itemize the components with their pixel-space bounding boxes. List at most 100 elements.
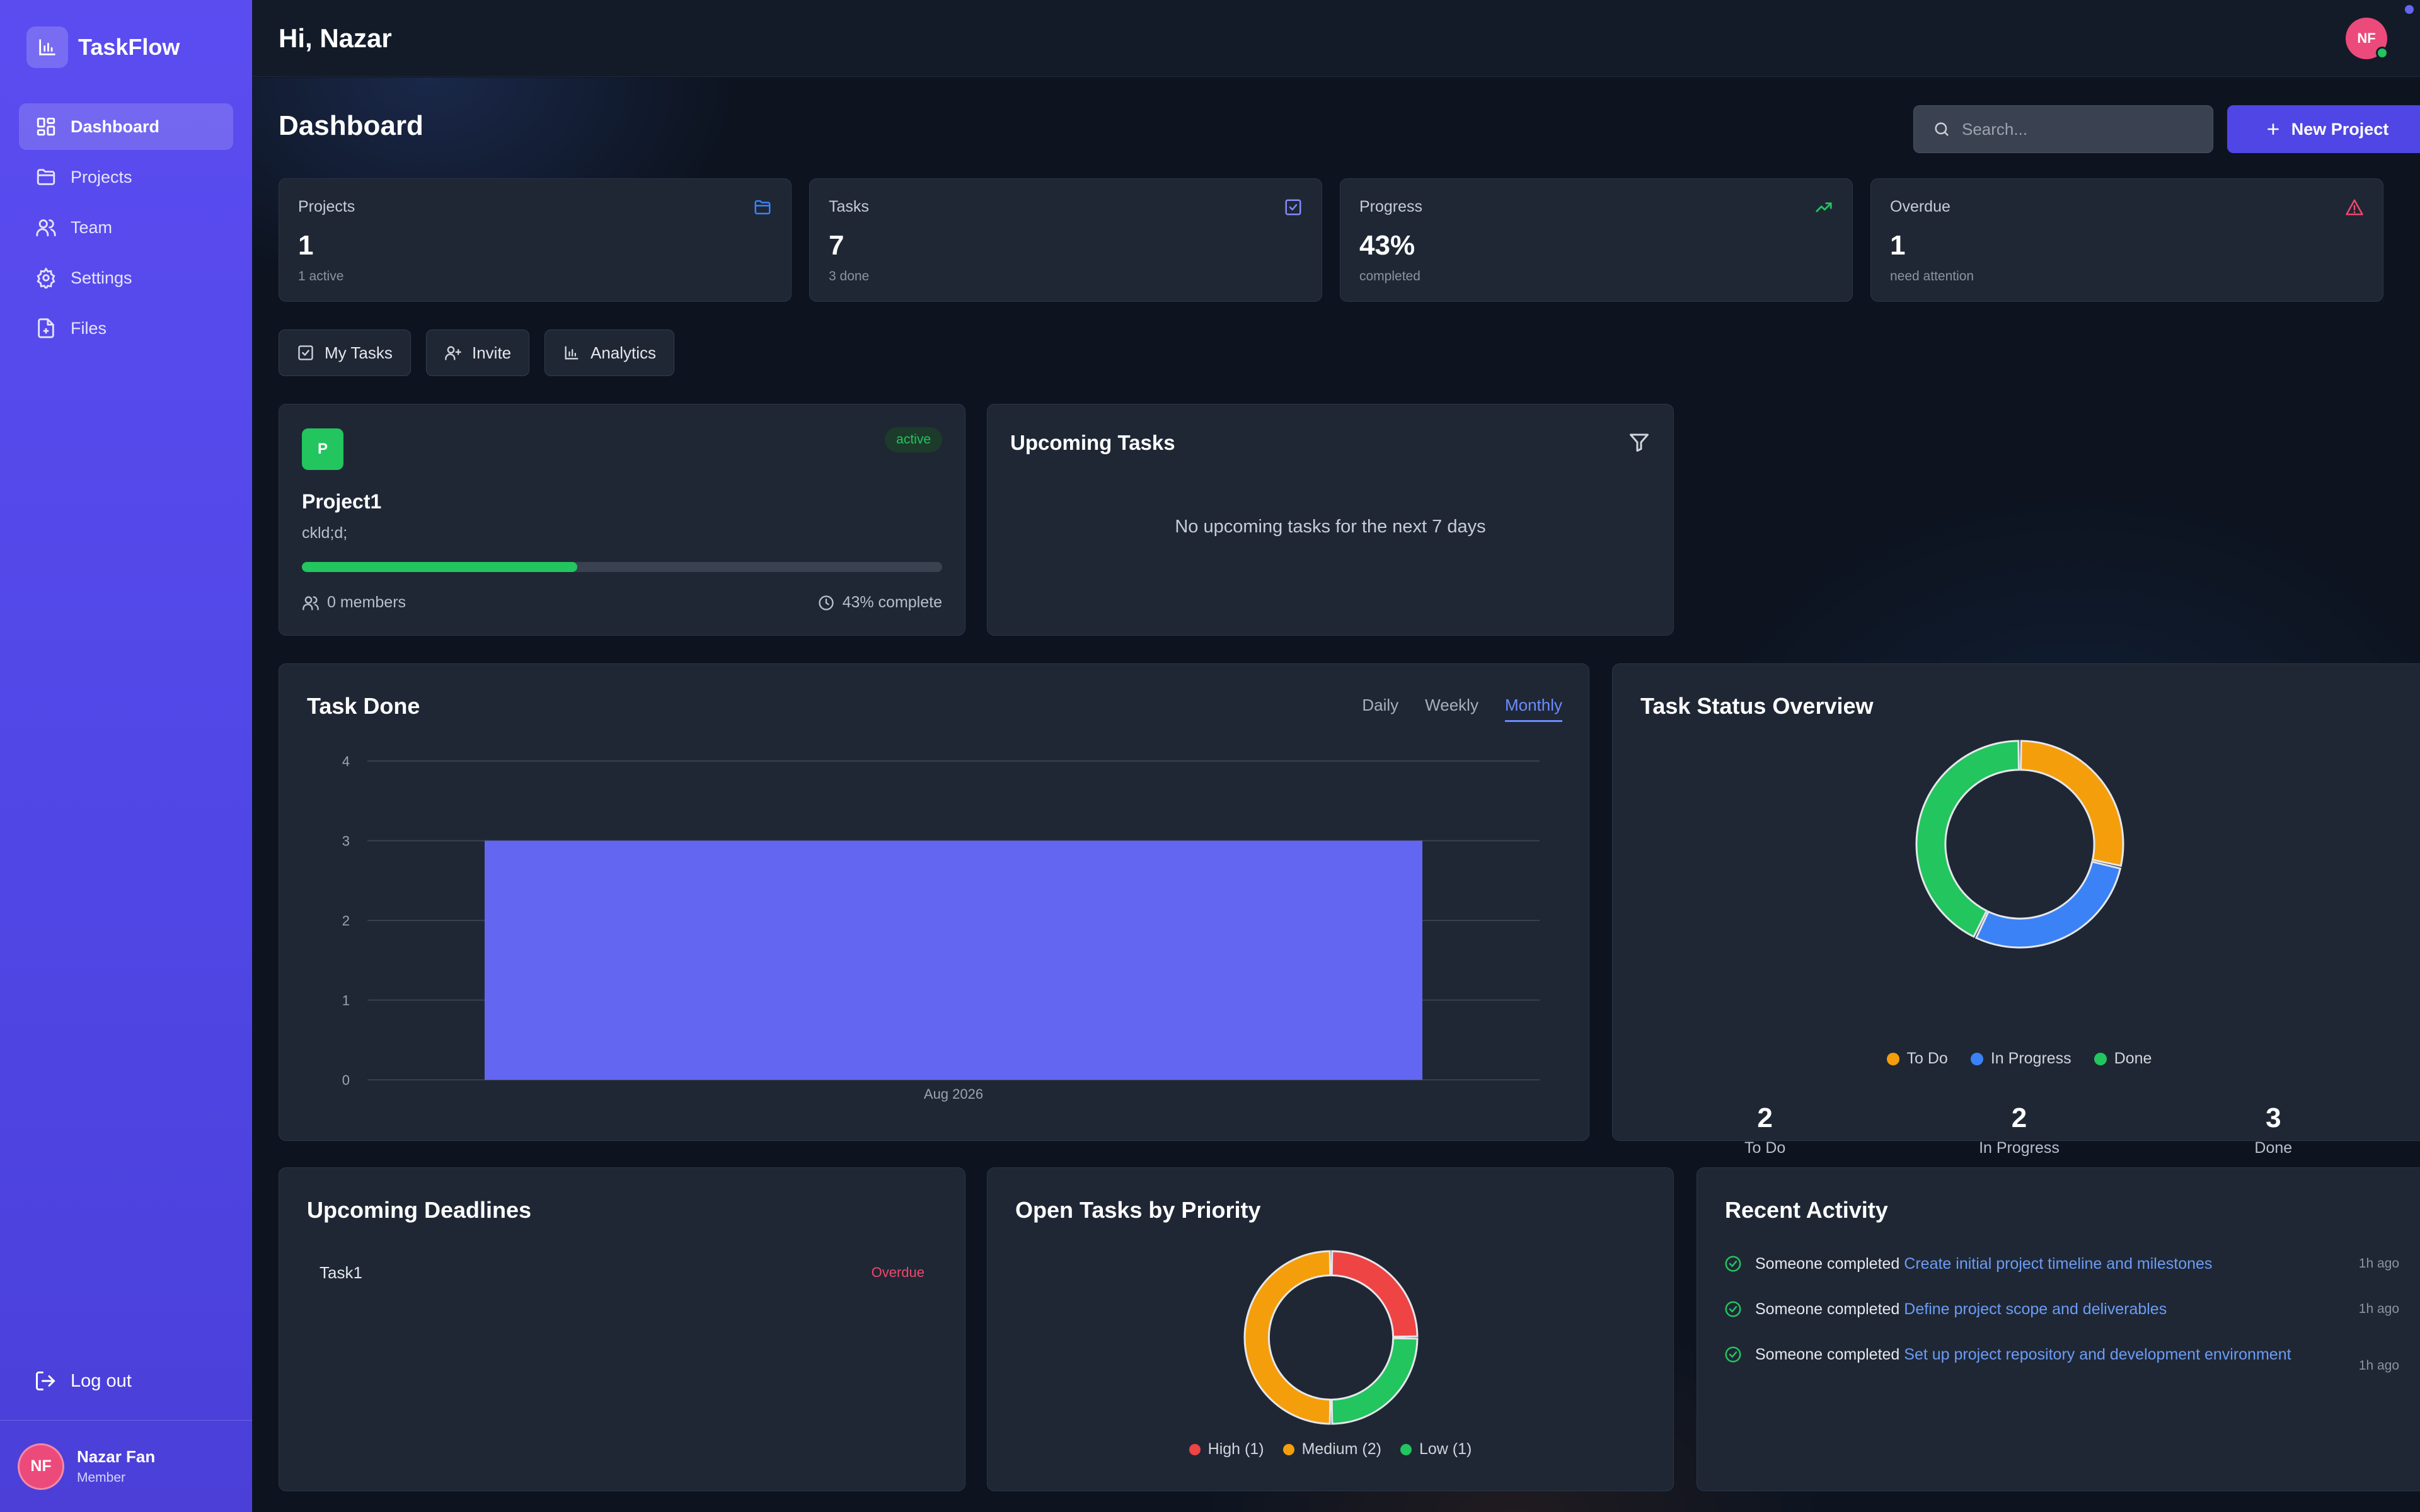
legend-item-low: Low (1) (1400, 1440, 1472, 1458)
project-description: ckld;d; (302, 524, 348, 542)
project-complete: 43% complete (842, 593, 942, 611)
legend-item-done: Done (2094, 1050, 2152, 1068)
notification-dot (2405, 5, 2414, 14)
stat-sub: need attention (1890, 269, 1974, 284)
tab-weekly[interactable]: Weekly (1425, 696, 1478, 714)
sidebar-item-files[interactable]: Files (19, 305, 233, 352)
activity-item: Someone completed Set up project reposit… (1724, 1343, 2399, 1377)
status-legend: To Do In Progress Done (1613, 1050, 2420, 1068)
project-progress-fill (302, 562, 577, 572)
top-bar: Hi, Nazar NF (252, 0, 2420, 77)
empty-message: No upcoming tasks for the next 7 days (1175, 517, 1486, 537)
bar (485, 840, 1422, 1080)
count-value: 2 (1757, 1102, 1773, 1133)
status-count-done: 3 Done (2198, 1102, 2349, 1157)
project-members: 0 members (327, 593, 406, 611)
bar-chart-icon (26, 26, 68, 68)
y-tick-label: 2 (342, 913, 350, 929)
activity-task-link[interactable]: Create initial project timeline and mile… (1904, 1255, 2213, 1273)
y-tick-label: 0 (342, 1072, 350, 1088)
legend-item-in-progress: In Progress (1970, 1050, 2071, 1068)
sidebar-item-label: Dashboard (71, 117, 160, 136)
stat-label: Projects (298, 198, 355, 215)
user-profile[interactable]: NF Nazar Fan Member (0, 1420, 252, 1512)
count-value: 3 (2266, 1102, 2281, 1133)
donut-slice-in-progress (1974, 860, 2122, 949)
project-card[interactable]: P active Project1 ckld;d; 0 members 43% … (279, 404, 965, 636)
legend-dot (1400, 1443, 1412, 1455)
user-role: Member (77, 1470, 126, 1485)
folder-icon (754, 200, 771, 215)
stat-label: Progress (1359, 198, 1423, 215)
stat-label: Tasks (829, 198, 869, 215)
count-label: To Do (1744, 1139, 1786, 1157)
legend-label: In Progress (1990, 1050, 2071, 1067)
new-project-label: New Project (2291, 119, 2389, 139)
brand[interactable]: TaskFlow (0, 0, 252, 94)
online-indicator (2376, 46, 2388, 59)
sidebar-item-team[interactable]: Team (19, 204, 233, 251)
plus-icon (2267, 123, 2279, 135)
y-tick-label: 4 (342, 753, 350, 769)
count-label: In Progress (1979, 1139, 2060, 1157)
check-circle-icon (1725, 1256, 1741, 1272)
priority-donut-chart (1243, 1250, 1419, 1425)
legend-label: High (1) (1207, 1440, 1264, 1458)
user-avatar-button[interactable]: NF (2346, 17, 2388, 59)
sidebar-item-projects[interactable]: Projects (19, 154, 233, 200)
new-project-button[interactable]: New Project (2227, 105, 2420, 153)
count-label: Done (2254, 1139, 2293, 1157)
donut-slice-low (1330, 1337, 1419, 1425)
activity-time: 1h ago (2358, 1256, 2399, 1271)
project-name: Project1 (302, 490, 382, 513)
filter-icon[interactable] (1628, 431, 1651, 454)
activity-task-link[interactable]: Set up project repository and developmen… (1904, 1346, 2291, 1363)
donut-slice-done (1915, 740, 2020, 938)
my-tasks-button[interactable]: My Tasks (279, 329, 411, 376)
project-badge: P (302, 428, 343, 470)
sidebar-item-settings[interactable]: Settings (19, 255, 233, 301)
invite-button[interactable]: Invite (426, 329, 530, 376)
sidebar-item-label: Team (71, 217, 113, 237)
status-counts: 2 To Do 2 In Progress 3 Done (1613, 1102, 2420, 1157)
users-icon (302, 596, 319, 610)
card-title: Recent Activity (1725, 1197, 1888, 1223)
avatar-initials: NF (2357, 30, 2376, 46)
legend-item-medium: Medium (2) (1282, 1440, 1381, 1458)
tab-daily[interactable]: Daily (1362, 696, 1399, 714)
legend-dot (1970, 1052, 1983, 1065)
greeting: Hi, Nazar (279, 23, 392, 53)
legend-label: Low (1) (1419, 1440, 1472, 1458)
project-progress-bar (302, 562, 942, 572)
sidebar-item-label: Projects (71, 167, 132, 186)
sidebar-item-dashboard[interactable]: Dashboard (19, 103, 233, 150)
trending-up-icon (1816, 202, 1832, 212)
quick-action-label: My Tasks (325, 343, 393, 362)
sidebar-item-label: Settings (71, 268, 132, 287)
tab-monthly[interactable]: Monthly (1504, 696, 1562, 722)
search-input[interactable]: Search... (1913, 105, 2213, 153)
legend-dot (2094, 1052, 2107, 1065)
search-icon (1935, 122, 1949, 136)
quick-action-label: Analytics (591, 343, 657, 362)
analytics-button[interactable]: Analytics (544, 329, 675, 376)
activity-actor: Someone (1755, 1346, 1823, 1363)
activity-verb: completed (1826, 1346, 1900, 1363)
activity-item: Someone completed Define project scope a… (1724, 1298, 2399, 1320)
stat-card-overdue[interactable]: Overdue 1 need attention (1870, 178, 2383, 302)
priority-legend: High (1) Medium (2) Low (1) (988, 1440, 1673, 1458)
card-title: Open Tasks by Priority (1015, 1197, 1261, 1223)
stat-card-progress[interactable]: Progress 43% completed (1340, 178, 1853, 302)
gear-icon (37, 267, 55, 289)
status-count-in-progress: 2 In Progress (1944, 1102, 2095, 1157)
legend-label: Medium (2) (1301, 1440, 1381, 1458)
deadline-row[interactable]: Task1 Overdue (306, 1254, 938, 1292)
logout-button[interactable]: Log out (19, 1356, 233, 1406)
checkbox-icon (298, 345, 313, 360)
activity-task-link[interactable]: Define project scope and deliverables (1904, 1300, 2167, 1318)
activity-actor: Someone (1755, 1300, 1823, 1318)
stat-label: Overdue (1890, 198, 1950, 215)
stat-card-projects[interactable]: Projects 1 1 active (279, 178, 792, 302)
count-value: 2 (2011, 1102, 2027, 1133)
stat-card-tasks[interactable]: Tasks 7 3 done (809, 178, 1322, 302)
